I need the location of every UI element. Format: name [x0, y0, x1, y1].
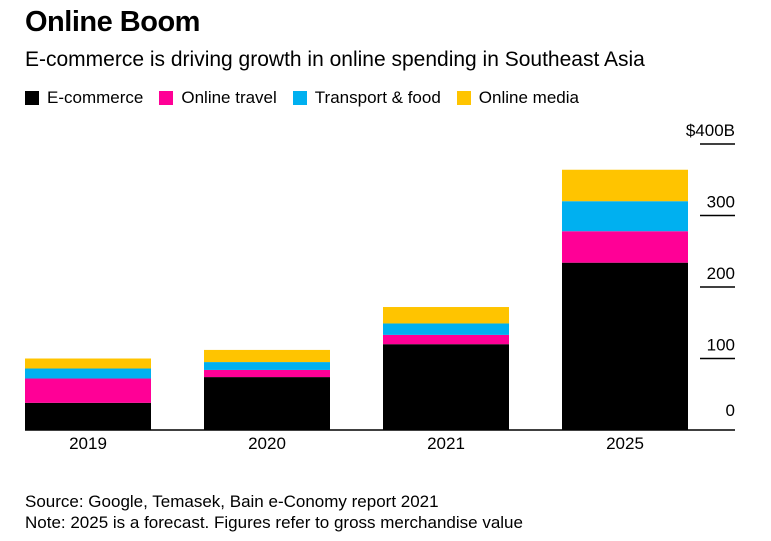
bar-segment-e-commerce-2025: [562, 262, 688, 430]
footer: Source: Google, Temasek, Bain e-Conomy r…: [25, 491, 523, 533]
forecast-note: Note: 2025 is a forecast. Figures refer …: [25, 513, 523, 532]
y-tick-label-400: $400B: [686, 121, 735, 140]
source-note: Source: Google, Temasek, Bain e-Conomy r…: [25, 492, 439, 511]
bars-group: [25, 169, 688, 430]
y-tick-label-100: 100: [707, 336, 735, 355]
bar-segment-online-travel-2021: [383, 334, 509, 345]
bar-segment-e-commerce-2020: [204, 377, 330, 430]
bar-segment-online-travel-2025: [562, 231, 688, 263]
bar-segment-transport-food-2019: [25, 368, 151, 379]
legend-swatch-transport-food: [292, 91, 307, 105]
bar-segment-transport-food-2021: [383, 323, 509, 335]
y-tick-label-200: 200: [707, 264, 735, 283]
chart-title: Online Boom: [25, 6, 200, 38]
legend-item-online-travel: Online travel: [159, 88, 277, 108]
bar-segment-online-travel-2019: [25, 378, 151, 403]
legend-swatch-ecommerce: [25, 91, 39, 105]
bar-segment-e-commerce-2021: [383, 344, 509, 430]
legend-label-online-travel: Online travel: [181, 88, 277, 107]
y-axis: $400B 300 200 100 0: [686, 121, 735, 420]
y-tick-label-300: 300: [707, 193, 735, 212]
legend-label-ecommerce: E-commerce: [47, 88, 144, 107]
legend: E-commerce Online travel Transport & foo…: [25, 88, 595, 108]
legend-label-online-media: Online media: [478, 88, 579, 107]
x-tick-label-2020: 2020: [248, 434, 286, 453]
x-tick-label-2025: 2025: [606, 434, 644, 453]
x-tick-label-2019: 2019: [69, 434, 107, 453]
chart-subtitle: E-commerce is driving growth in online s…: [25, 48, 645, 71]
legend-label-transport-food: Transport & food: [314, 88, 441, 107]
legend-swatch-online-travel: [159, 91, 174, 105]
legend-item-transport-food: Transport & food: [292, 88, 441, 108]
bar-segment-online-travel-2020: [204, 369, 330, 378]
legend-swatch-online-media: [456, 91, 471, 105]
legend-item-online-media: Online media: [456, 88, 579, 108]
bar-segment-online-media-2020: [204, 349, 330, 363]
bar-segment-transport-food-2025: [562, 201, 688, 232]
x-axis: 2019 2020 2021 2025: [69, 434, 644, 453]
bar-segment-online-media-2025: [562, 169, 688, 202]
legend-item-ecommerce: E-commerce: [25, 88, 143, 108]
bar-segment-online-media-2021: [383, 307, 509, 324]
y-tick-label-0: 0: [726, 401, 735, 420]
bar-segment-e-commerce-2019: [25, 402, 151, 430]
x-tick-label-2021: 2021: [427, 434, 465, 453]
bar-segment-transport-food-2020: [204, 362, 330, 370]
bar-segment-online-media-2019: [25, 358, 151, 369]
